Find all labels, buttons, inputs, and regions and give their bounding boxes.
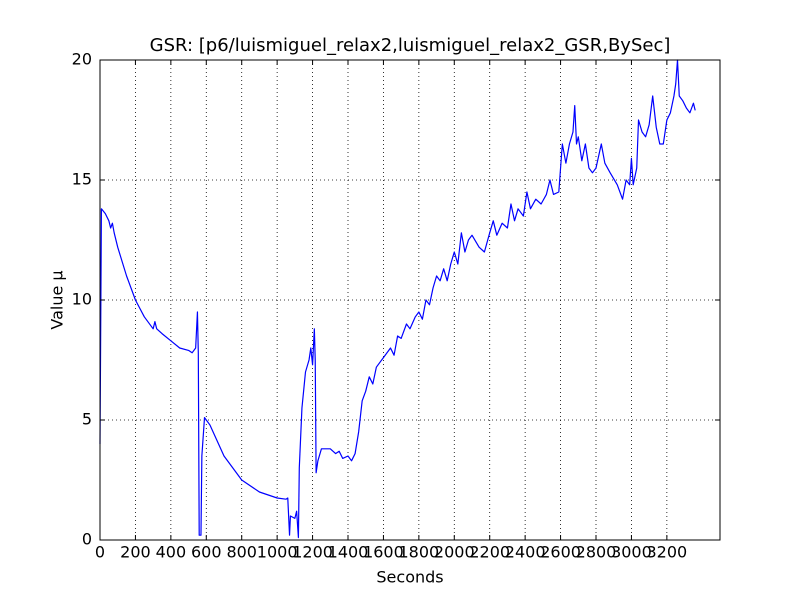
- y-tick-label: 20: [72, 50, 92, 69]
- x-tick-label: 1600: [363, 543, 404, 562]
- x-tick-label: 0: [95, 543, 105, 562]
- chart-title: GSR: [p6/luismiguel_relax2,luismiguel_re…: [150, 35, 671, 56]
- x-tick-label: 800: [226, 543, 257, 562]
- y-tick-label: 15: [72, 170, 92, 189]
- data-line: [99, 59, 696, 539]
- x-tick-label: 1000: [257, 543, 298, 562]
- plot-layer: [99, 59, 696, 539]
- y-tick-label: 5: [82, 410, 92, 429]
- x-tick-label: 2400: [505, 543, 546, 562]
- x-tick-label: 600: [191, 543, 222, 562]
- x-tick-label: 2200: [469, 543, 510, 562]
- x-tick-label: 3200: [646, 543, 687, 562]
- x-tick-label: 1200: [292, 543, 333, 562]
- y-tick-label: 0: [82, 530, 92, 549]
- x-tick-label: 2000: [434, 543, 475, 562]
- x-tick-label: 2600: [540, 543, 581, 562]
- y-tick-label: 10: [72, 290, 92, 309]
- x-tick-label: 1400: [328, 543, 369, 562]
- x-tick-label: 1800: [398, 543, 439, 562]
- x-axis-label: Seconds: [376, 568, 443, 587]
- x-tick-label: 3000: [611, 543, 652, 562]
- y-axis-label: Value μ: [48, 270, 67, 329]
- x-tick-label: 200: [120, 543, 151, 562]
- x-tick-label: 400: [156, 543, 187, 562]
- x-tick-label: 2800: [576, 543, 617, 562]
